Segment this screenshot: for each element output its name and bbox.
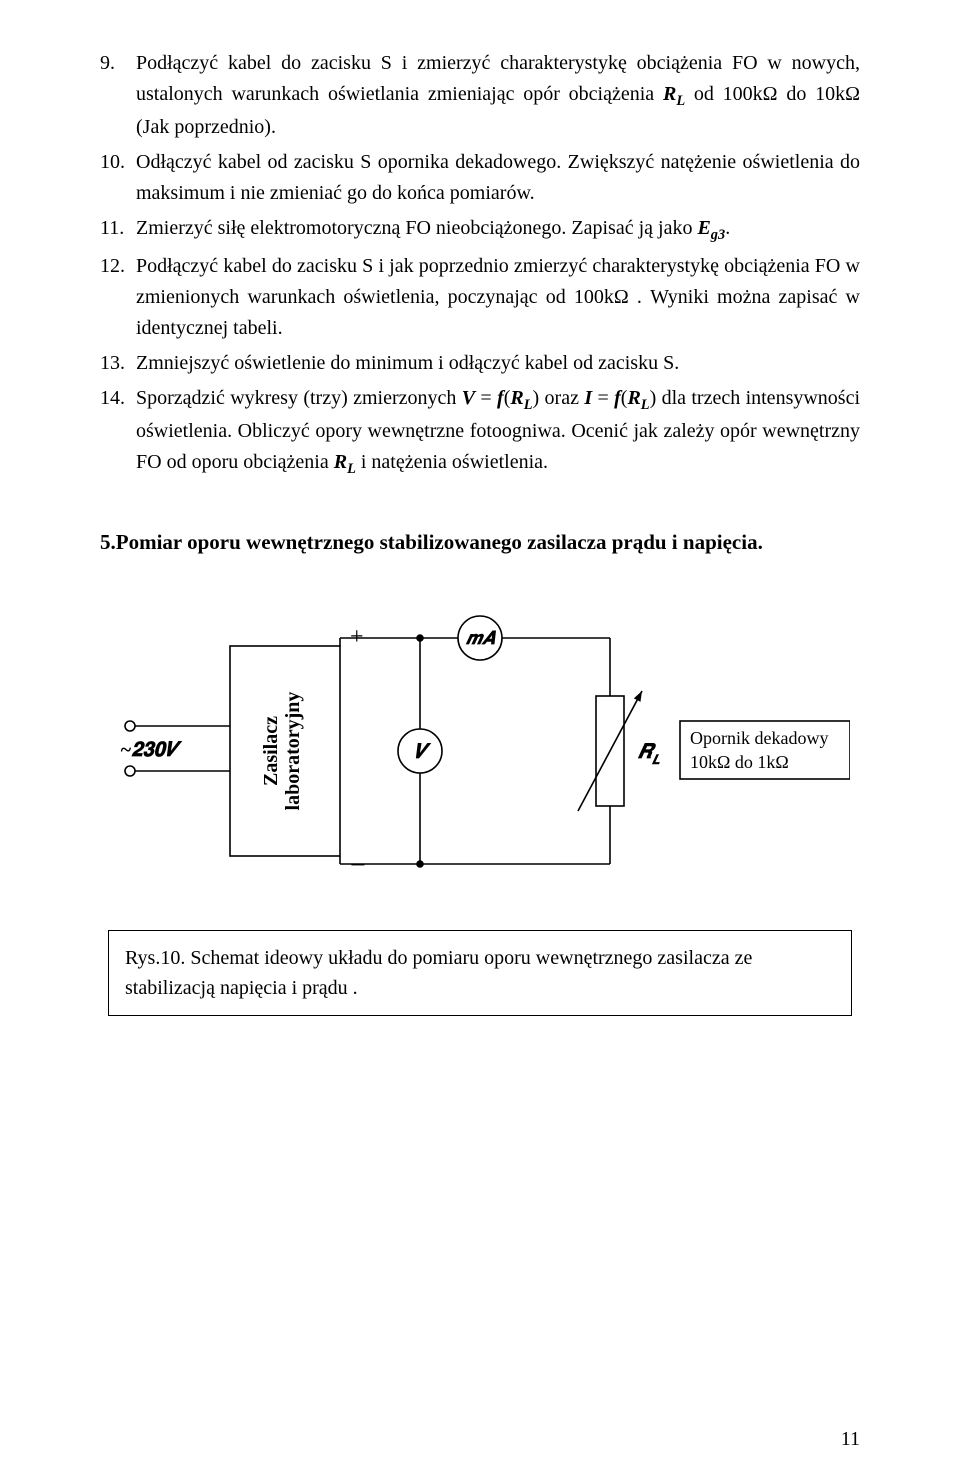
step-12: 12. Podłączyć kabel do zacisku S i jak po… [100, 251, 860, 344]
circuit-diagram: ~𝟐𝟑𝟎𝑽Zasilaczlaboratoryjny+−𝒎𝑨𝑽𝑹𝑳Opornik… [110, 596, 850, 906]
svg-text:laboratoryjny: laboratoryjny [282, 691, 304, 810]
figure-caption: Rys.10. Schemat ideowy układu do pomiaru… [108, 930, 852, 1016]
step-text: Zmniejszyć oświetlenie do minimum i odłą… [136, 352, 679, 374]
page-root: 9. Podłączyć kabel do zacisku S i zmierzy… [0, 0, 960, 1481]
svg-text:Zasilacz: Zasilacz [260, 716, 282, 786]
step-9: 9. Podłączyć kabel do zacisku S i zmierzy… [100, 48, 860, 143]
step-13: 13. Zmniejszyć oświetlenie do minimum i o… [100, 348, 860, 379]
steps-list: 9. Podłączyć kabel do zacisku S i zmierzy… [100, 48, 860, 480]
section-heading: 5.Pomiar oporu wewnętrznego stabilizowan… [100, 528, 860, 557]
step-num: 9. [100, 48, 115, 79]
step-text: Odłączyć kabel od zacisku S opornika dek… [136, 151, 860, 204]
step-text: Podłączyć kabel do zacisku S i zmierzyć … [136, 52, 860, 138]
svg-text:~𝟐𝟑𝟎𝑽: ~𝟐𝟑𝟎𝑽 [120, 739, 183, 761]
step-num: 14. [100, 383, 125, 414]
step-num: 12. [100, 251, 125, 282]
svg-text:−: − [350, 850, 366, 881]
step-14: 14. Sporządzić wykresy (trzy) zmierzonych… [100, 383, 860, 481]
svg-text:𝒎𝑨: 𝒎𝑨 [466, 628, 497, 648]
step-num: 11. [100, 213, 124, 244]
step-num: 13. [100, 348, 125, 379]
step-10: 10. Odłączyć kabel od zacisku S opornika … [100, 147, 860, 209]
step-num: 10. [100, 147, 125, 178]
step-text: Sporządzić wykresy (trzy) zmierzonych V … [136, 387, 860, 473]
svg-text:+: + [350, 624, 364, 650]
svg-text:𝑳: 𝑳 [651, 752, 660, 767]
page-number: 11 [841, 1428, 860, 1451]
step-11: 11. Zmierzyć siłę elektromotoryczną FO ni… [100, 213, 860, 246]
svg-text:10kΩ do 1kΩ: 10kΩ do 1kΩ [690, 752, 789, 772]
step-text: Zmierzyć siłę elektromotoryczną FO nieob… [136, 217, 730, 239]
svg-text:Opornik dekadowy: Opornik dekadowy [690, 728, 828, 748]
step-text: Podłączyć kabel do zacisku S i jak poprz… [136, 255, 860, 339]
